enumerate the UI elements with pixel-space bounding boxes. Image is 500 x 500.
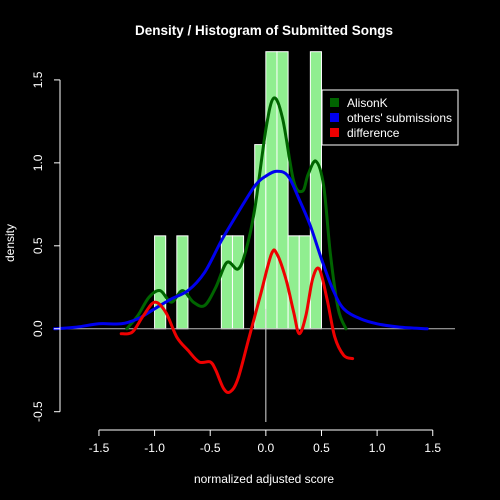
series-line-alisonk	[125, 96, 348, 331]
y-tick-label-3: 1.0	[31, 154, 45, 171]
x-tick-label-3: 0.0	[258, 441, 275, 455]
series-line-difference	[119, 248, 355, 395]
y-tick-label-1: 0.0	[31, 320, 45, 337]
histogram-bar-0	[154, 235, 167, 330]
histogram-bar-2	[220, 235, 233, 330]
legend-swatch-others	[330, 113, 339, 122]
histogram-bar-6	[276, 51, 289, 330]
density-lines	[52, 96, 429, 395]
x-tick-label-6: 1.5	[424, 441, 441, 455]
x-tick-label-5: 1.0	[369, 441, 386, 455]
x-axis-label: normalized adjusted score	[194, 472, 334, 486]
y-tick-label-2: 0.5	[31, 237, 45, 254]
legend-swatch-difference	[330, 128, 339, 137]
x-tick-label-0: -1.5	[89, 441, 110, 455]
legend-box	[321, 89, 459, 146]
x-axis: -1.5 -1.0 -0.5 0.0 0.5 1.0 1.5	[89, 429, 441, 455]
x-tick-label-1: -1.0	[144, 441, 165, 455]
histogram-bars	[154, 51, 322, 330]
histogram-bar-3	[231, 235, 245, 330]
legend-label-alisonk: AlisonK	[347, 96, 388, 110]
histogram-bar-1	[176, 235, 189, 330]
y-tick-label-0: -0.5	[31, 401, 45, 422]
legend-label-difference: difference	[347, 126, 400, 140]
legend: AlisonK others' submissions difference	[321, 89, 459, 146]
x-tick-label-2: -0.5	[200, 441, 221, 455]
y-tick-label-4: 1.5	[31, 71, 45, 88]
y-axis: -0.5 0.0 0.5 1.0 1.5	[31, 71, 61, 422]
histogram-bar-5	[265, 51, 278, 330]
y-axis-label: density	[3, 224, 17, 262]
reference-lines	[58, 308, 455, 422]
chart-title: Density / Histogram of Submitted Songs	[135, 23, 393, 38]
x-tick-label-4: 0.5	[313, 441, 330, 455]
series-line-others	[52, 169, 429, 331]
legend-swatch-alisonk	[330, 98, 339, 107]
legend-label-others: others' submissions	[347, 111, 452, 125]
